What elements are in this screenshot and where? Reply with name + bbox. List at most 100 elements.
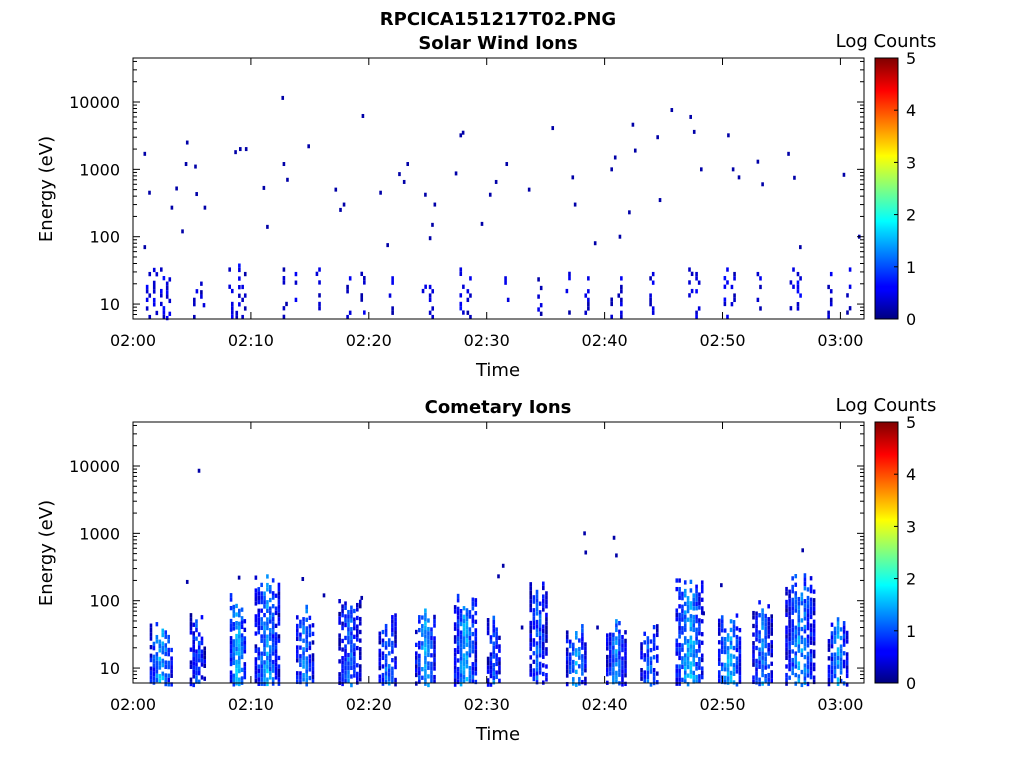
heatmap-cell xyxy=(565,647,569,652)
heatmap-cell xyxy=(394,682,397,687)
heatmap-cell xyxy=(649,665,653,670)
heatmap-cell xyxy=(263,651,266,656)
heatmap-cell xyxy=(529,633,533,639)
heatmap-cell xyxy=(268,606,272,611)
heatmap-cell xyxy=(465,608,469,613)
heatmap-cell xyxy=(161,650,165,655)
heatmap-cell xyxy=(785,629,788,635)
heatmap-cell xyxy=(615,653,618,658)
heatmap-cell xyxy=(726,650,730,655)
heatmap-cell xyxy=(803,624,807,630)
heatmap-cell xyxy=(723,284,727,289)
heatmap-cell xyxy=(299,645,302,650)
heatmap-cell xyxy=(195,675,198,680)
heatmap-cell xyxy=(723,645,727,650)
heatmap-cell xyxy=(468,635,472,641)
heatmap-cell xyxy=(695,593,698,598)
heatmap-cell xyxy=(803,642,807,647)
heatmap-cell xyxy=(165,294,169,299)
heatmap-cell xyxy=(615,627,618,633)
heatmap-cell xyxy=(235,310,239,316)
heatmap-cell xyxy=(263,612,266,618)
heatmap-cell xyxy=(568,639,572,644)
heatmap-cell xyxy=(758,660,761,665)
heatmap-cell xyxy=(155,639,159,644)
heatmap-cell xyxy=(465,625,469,630)
heatmap-cell xyxy=(165,315,169,321)
heatmap-cell xyxy=(683,661,687,667)
heatmap-cell xyxy=(791,597,794,603)
heatmap-cell xyxy=(260,595,263,600)
heatmap-cell xyxy=(415,655,418,660)
heatmap-cell xyxy=(571,651,575,656)
heatmap-cell xyxy=(356,663,359,668)
heatmap-cell xyxy=(347,657,350,662)
heatmap-cell xyxy=(318,293,321,298)
heatmap-cell xyxy=(618,629,621,634)
heatmap-cell xyxy=(363,276,366,281)
heatmap-cell xyxy=(344,652,347,658)
heatmap-cell xyxy=(238,267,241,273)
heatmap-cell xyxy=(785,672,788,678)
heatmap-cell xyxy=(695,601,698,607)
heatmap-cell xyxy=(542,594,545,599)
heatmap-cell xyxy=(268,675,272,680)
heatmap-cell xyxy=(492,667,496,672)
heatmap-cell xyxy=(152,289,156,294)
heatmap-cell xyxy=(350,682,353,688)
heatmap-cell xyxy=(266,651,269,657)
heatmap-cell xyxy=(257,668,261,674)
heatmap-cell xyxy=(424,617,427,622)
heatmap-cell xyxy=(299,654,302,659)
heatmap-cell xyxy=(695,649,698,654)
heatmap-cell xyxy=(471,597,475,602)
heatmap-cell xyxy=(240,624,244,630)
x-tick-label: 02:30 xyxy=(464,331,510,350)
heatmap-cell xyxy=(755,632,758,638)
heatmap-cell xyxy=(428,297,432,303)
heatmap-cell xyxy=(263,681,266,687)
heatmap-cell xyxy=(378,640,382,645)
heatmap-cell xyxy=(433,636,436,641)
heatmap-cell xyxy=(755,628,758,633)
heatmap-cell xyxy=(791,627,794,633)
heatmap-cell xyxy=(845,630,849,636)
heatmap-cell xyxy=(238,656,241,661)
heatmap-cell xyxy=(565,681,569,687)
heatmap-cell xyxy=(618,668,621,673)
heatmap-cell xyxy=(311,666,315,671)
heatmap-cell xyxy=(568,276,571,281)
heatmap-cell xyxy=(791,649,794,654)
heatmap-cell xyxy=(797,631,801,636)
heatmap-cell xyxy=(812,632,816,637)
heatmap-cell xyxy=(295,679,299,685)
heatmap-cell xyxy=(268,649,272,654)
heatmap-cell xyxy=(268,632,272,637)
heatmap-cell xyxy=(800,626,804,632)
heatmap-cell xyxy=(474,662,478,667)
heatmap-cell xyxy=(529,607,533,613)
heatmap-cell xyxy=(295,628,299,633)
heatmap-cell xyxy=(189,660,193,665)
data-point xyxy=(670,108,674,113)
heatmap-cell xyxy=(232,652,236,657)
heatmap-cell xyxy=(263,621,266,626)
heatmap-cell xyxy=(732,628,736,633)
heatmap-cell xyxy=(615,675,618,680)
heatmap-cell xyxy=(809,584,813,590)
heatmap-cell xyxy=(263,677,266,682)
heatmap-cell xyxy=(698,678,701,683)
heatmap-cell xyxy=(827,310,830,315)
heatmap-cell xyxy=(158,656,162,662)
heatmap-cell xyxy=(584,646,587,651)
heatmap-cell xyxy=(689,644,693,649)
heatmap-cell xyxy=(263,638,266,644)
heatmap-cell xyxy=(271,616,275,622)
heatmap-cell xyxy=(195,653,198,659)
heatmap-cell xyxy=(697,306,701,311)
heatmap-cell xyxy=(788,645,791,650)
heatmap-cell xyxy=(159,293,163,298)
heatmap-cell xyxy=(578,664,581,669)
heatmap-cell xyxy=(800,648,804,653)
heatmap-cell xyxy=(761,659,764,665)
